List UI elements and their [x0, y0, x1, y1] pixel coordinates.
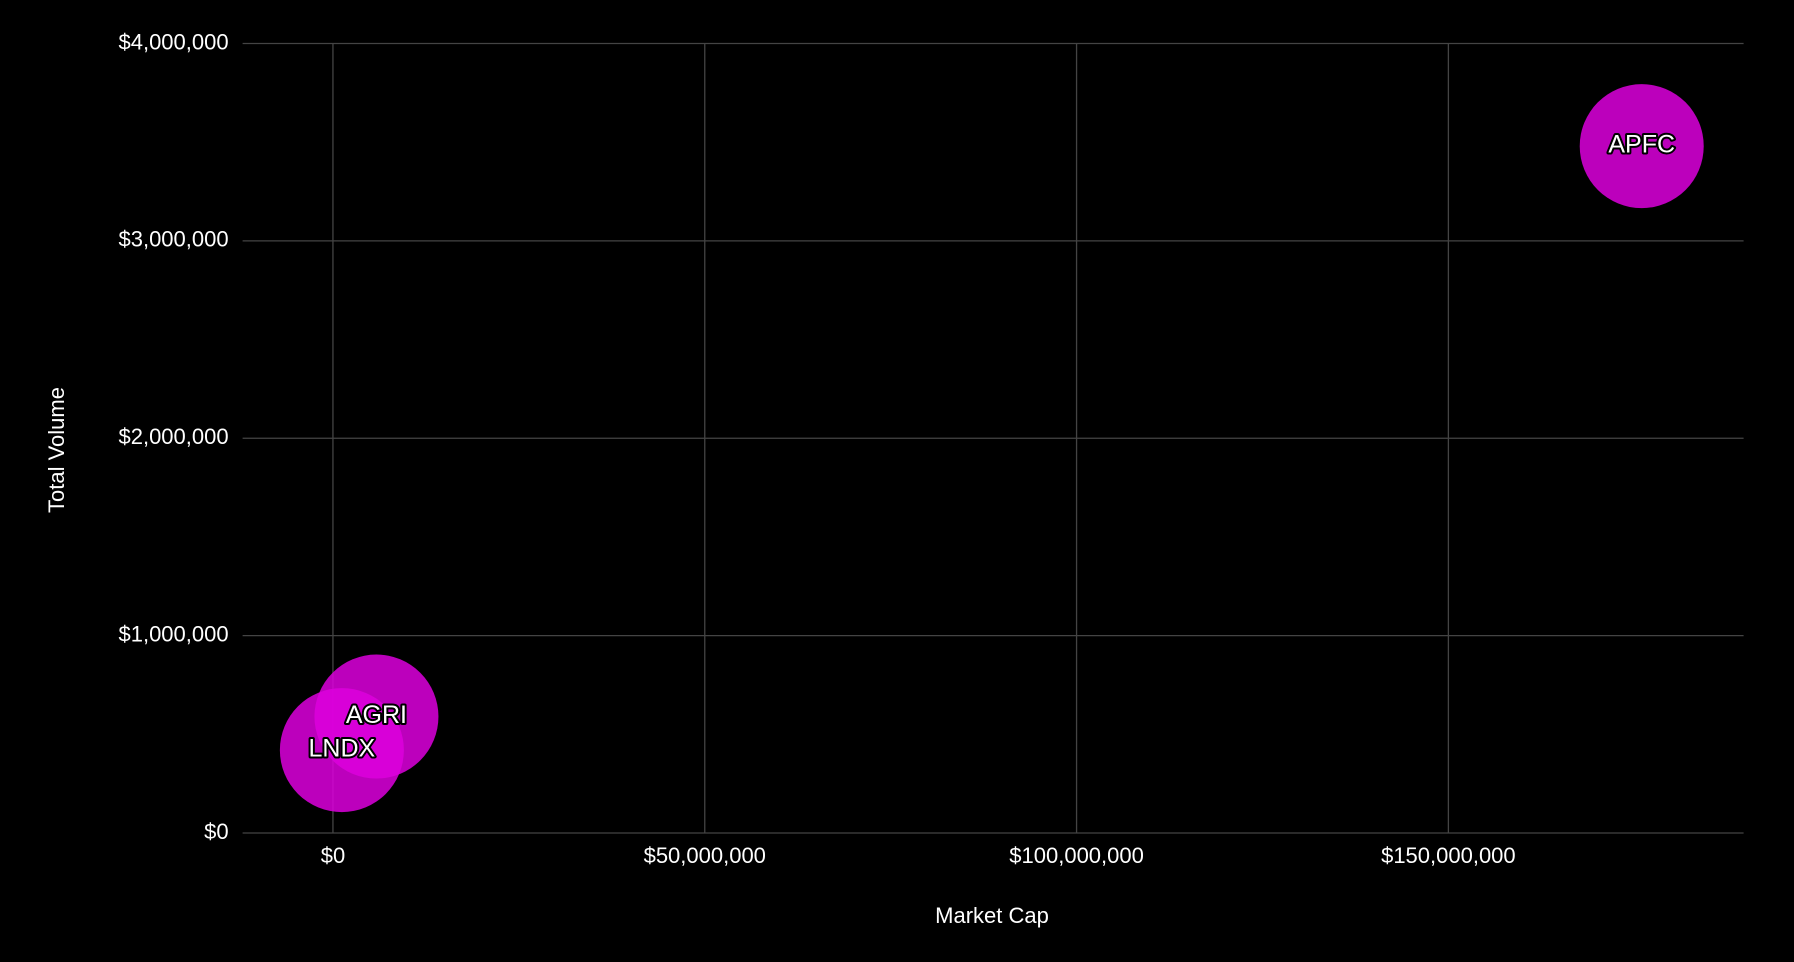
x-tick-label: $150,000,000: [1381, 843, 1516, 868]
x-tick-label: $100,000,000: [1009, 843, 1144, 868]
x-axis-title: Market Cap: [935, 903, 1049, 928]
y-tick-label: $2,000,000: [118, 424, 228, 449]
bubble-label: AGRI: [346, 701, 407, 729]
y-axis-title: Total Volume: [44, 387, 69, 513]
x-tick-label: $50,000,000: [644, 843, 766, 868]
y-tick-label: $4,000,000: [118, 29, 228, 54]
y-tick-label: $0: [204, 819, 228, 844]
bubble-label: APFC: [1608, 131, 1675, 159]
bubble-label: LNDX: [309, 735, 376, 763]
y-tick-label: $3,000,000: [118, 227, 228, 252]
x-tick-label: $0: [321, 843, 345, 868]
y-tick-label: $1,000,000: [118, 621, 228, 646]
bubble: [1579, 84, 1704, 209]
bubble: [279, 688, 404, 813]
